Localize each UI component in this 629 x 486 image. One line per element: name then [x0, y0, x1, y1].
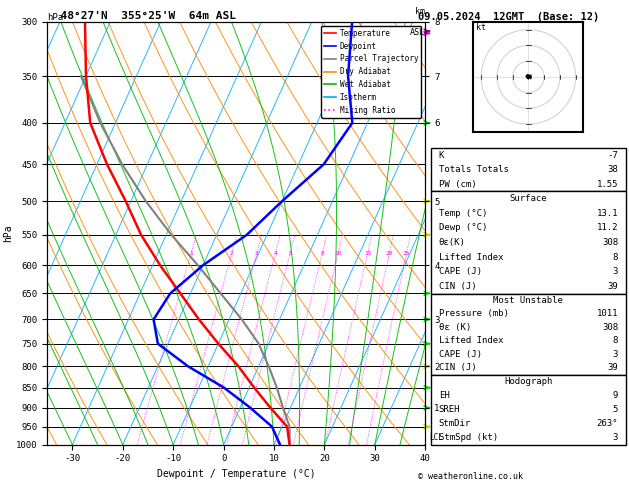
- FancyBboxPatch shape: [431, 148, 626, 191]
- Text: 39: 39: [608, 364, 618, 372]
- Text: StmSpd (kt): StmSpd (kt): [438, 433, 498, 442]
- Text: 8: 8: [320, 251, 324, 256]
- Text: θε (K): θε (K): [438, 323, 471, 332]
- Text: 20: 20: [386, 251, 393, 256]
- Text: Lifted Index: Lifted Index: [438, 253, 503, 261]
- Text: Mixing Ratio (g/kg): Mixing Ratio (g/kg): [455, 240, 464, 328]
- Text: 39: 39: [608, 282, 618, 291]
- Text: Pressure (mb): Pressure (mb): [438, 310, 509, 318]
- Text: 13.1: 13.1: [596, 209, 618, 218]
- Text: θε(K): θε(K): [438, 238, 465, 247]
- Text: 3: 3: [255, 251, 259, 256]
- X-axis label: Dewpoint / Temperature (°C): Dewpoint / Temperature (°C): [157, 469, 316, 479]
- Text: 5: 5: [613, 405, 618, 414]
- Text: 2: 2: [230, 251, 233, 256]
- Y-axis label: hPa: hPa: [3, 225, 13, 242]
- Text: Hodograph: Hodograph: [504, 377, 553, 386]
- Text: km: km: [415, 6, 425, 16]
- FancyBboxPatch shape: [431, 375, 626, 445]
- Text: -7: -7: [608, 151, 618, 160]
- Text: 10: 10: [334, 251, 342, 256]
- Text: Lifted Index: Lifted Index: [438, 336, 503, 346]
- Text: kt: kt: [477, 23, 486, 32]
- FancyBboxPatch shape: [431, 294, 626, 375]
- Text: 8: 8: [613, 253, 618, 261]
- Legend: Temperature, Dewpoint, Parcel Trajectory, Dry Adiabat, Wet Adiabat, Isotherm, Mi: Temperature, Dewpoint, Parcel Trajectory…: [321, 26, 421, 118]
- Text: 5: 5: [288, 251, 292, 256]
- Text: 1.55: 1.55: [596, 180, 618, 189]
- Text: 1: 1: [189, 251, 193, 256]
- Text: 48°27'N  355°25'W  64m ASL: 48°27'N 355°25'W 64m ASL: [47, 11, 236, 21]
- Text: EH: EH: [438, 391, 450, 400]
- Text: 3: 3: [613, 350, 618, 359]
- Text: 25: 25: [403, 251, 410, 256]
- Text: 3: 3: [613, 433, 618, 442]
- Text: 308: 308: [602, 323, 618, 332]
- Text: Most Unstable: Most Unstable: [494, 296, 564, 305]
- Text: © weatheronline.co.uk: © weatheronline.co.uk: [418, 472, 523, 481]
- Text: CAPE (J): CAPE (J): [438, 350, 482, 359]
- Text: 4: 4: [274, 251, 277, 256]
- Text: 38: 38: [608, 165, 618, 174]
- Text: 9: 9: [613, 391, 618, 400]
- Text: CIN (J): CIN (J): [438, 364, 476, 372]
- Text: Temp (°C): Temp (°C): [438, 209, 487, 218]
- Text: Dewp (°C): Dewp (°C): [438, 224, 487, 232]
- Text: 263°: 263°: [596, 419, 618, 428]
- Text: hPa: hPa: [47, 13, 64, 21]
- FancyBboxPatch shape: [431, 191, 626, 294]
- Text: 09.05.2024  12GMT  (Base: 12): 09.05.2024 12GMT (Base: 12): [418, 12, 599, 22]
- Text: SREH: SREH: [438, 405, 460, 414]
- Text: Surface: Surface: [509, 194, 547, 203]
- Text: PW (cm): PW (cm): [438, 180, 476, 189]
- Text: CAPE (J): CAPE (J): [438, 267, 482, 277]
- Text: 8: 8: [613, 336, 618, 346]
- Text: 11.2: 11.2: [596, 224, 618, 232]
- Text: 1011: 1011: [596, 310, 618, 318]
- Text: K: K: [438, 151, 444, 160]
- Text: StmDir: StmDir: [438, 419, 471, 428]
- Text: CIN (J): CIN (J): [438, 282, 476, 291]
- Text: Totals Totals: Totals Totals: [438, 165, 509, 174]
- Text: 308: 308: [602, 238, 618, 247]
- Text: 15: 15: [364, 251, 371, 256]
- Text: ASL: ASL: [410, 28, 425, 37]
- Text: LCL: LCL: [429, 433, 443, 442]
- Text: 3: 3: [613, 267, 618, 277]
